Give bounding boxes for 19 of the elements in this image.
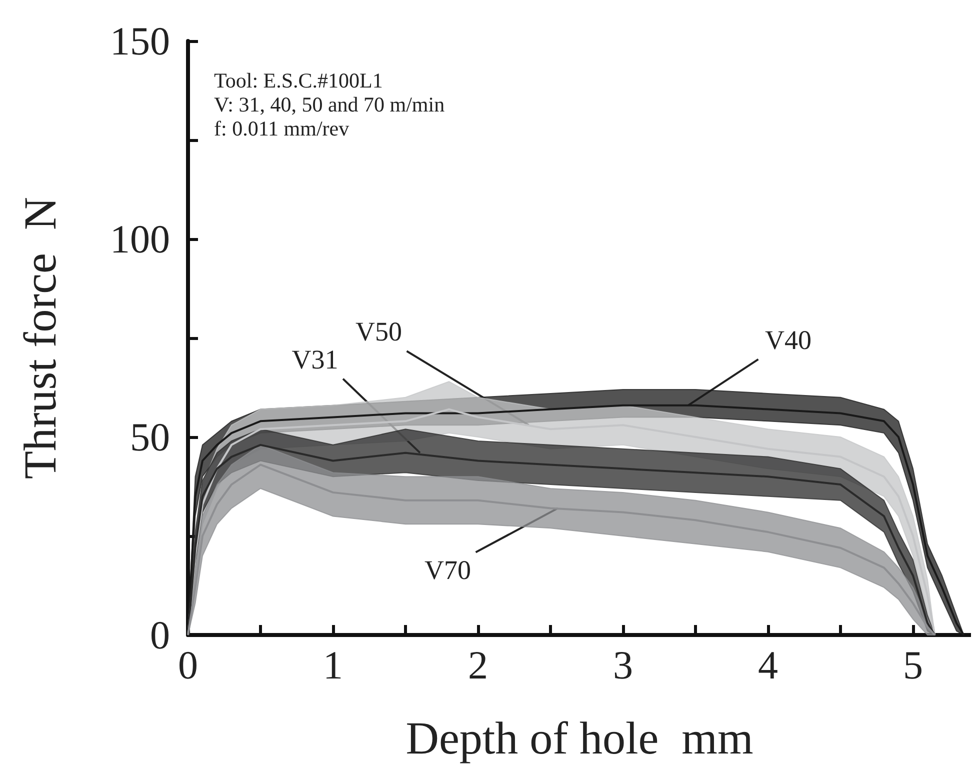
y-tick-label: 0 [150,612,170,658]
y-axis-title: Thrust force N [14,196,66,480]
x-tick-label: 1 [323,642,343,688]
annotation: Tool: E.S.C.#100L1 [214,68,383,92]
y-tick-label: 100 [110,216,170,262]
x-axis-title: Depth of hole mm [406,712,754,764]
annotation: V: 31, 40, 50 and 70 m/min [214,92,446,116]
y-tick-label: 150 [110,18,170,64]
x-tick-label: 4 [758,642,778,688]
annotation: V40 [765,324,812,355]
annotation: f: 0.011 mm/rev [214,116,350,140]
annotation: V70 [424,554,471,585]
y-tick-label: 50 [130,414,170,460]
x-tick-label: 5 [903,642,923,688]
x-tick-label: 0 [178,642,198,688]
x-tick-label: 3 [613,642,633,688]
x-tick-label: 2 [468,642,488,688]
annotation: V50 [356,316,402,347]
annotation: V31 [292,344,338,374]
